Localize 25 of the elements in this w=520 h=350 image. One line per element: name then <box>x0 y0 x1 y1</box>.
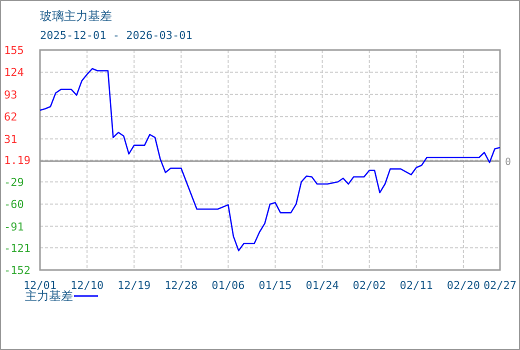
x-tick-label: 01/15 <box>258 279 292 292</box>
y-tick-label: -29 <box>4 176 24 189</box>
y-tick-label: 93 <box>4 88 18 102</box>
x-tick-label: 12/19 <box>118 279 151 292</box>
y-tick-label: 1.19 <box>4 154 30 168</box>
chart-subtitle: 2025-12-01 - 2026-03-01 <box>40 29 192 42</box>
y-tick-label: 31 <box>4 132 18 146</box>
y-tick-label: 155 <box>4 44 24 57</box>
x-tick-label: 01/24 <box>306 279 340 292</box>
y-tick-label: -152 <box>4 264 30 277</box>
x-tick-label: 12/28 <box>164 279 198 292</box>
x-tick-label: 02/11 <box>400 279 433 292</box>
y-tick-label: -60 <box>4 198 24 212</box>
y-tick-label: -121 <box>4 242 30 255</box>
x-tick-label: 02/20 <box>446 279 480 292</box>
y-tick-label: 124 <box>4 66 24 80</box>
y-tick-label: -91 <box>4 220 24 234</box>
x-tick-label: 02/02 <box>352 279 386 292</box>
y-tick-label: 62 <box>4 110 18 124</box>
x-tick-label: 12/10 <box>70 279 104 292</box>
chart-title: 玻璃主力基差 <box>40 9 112 23</box>
x-tick-label: 01/06 <box>212 279 245 292</box>
x-tick-label: 02/27 <box>483 279 517 292</box>
legend-label: 主力基差 <box>25 289 73 303</box>
ref-line-label: 0 <box>505 157 512 168</box>
